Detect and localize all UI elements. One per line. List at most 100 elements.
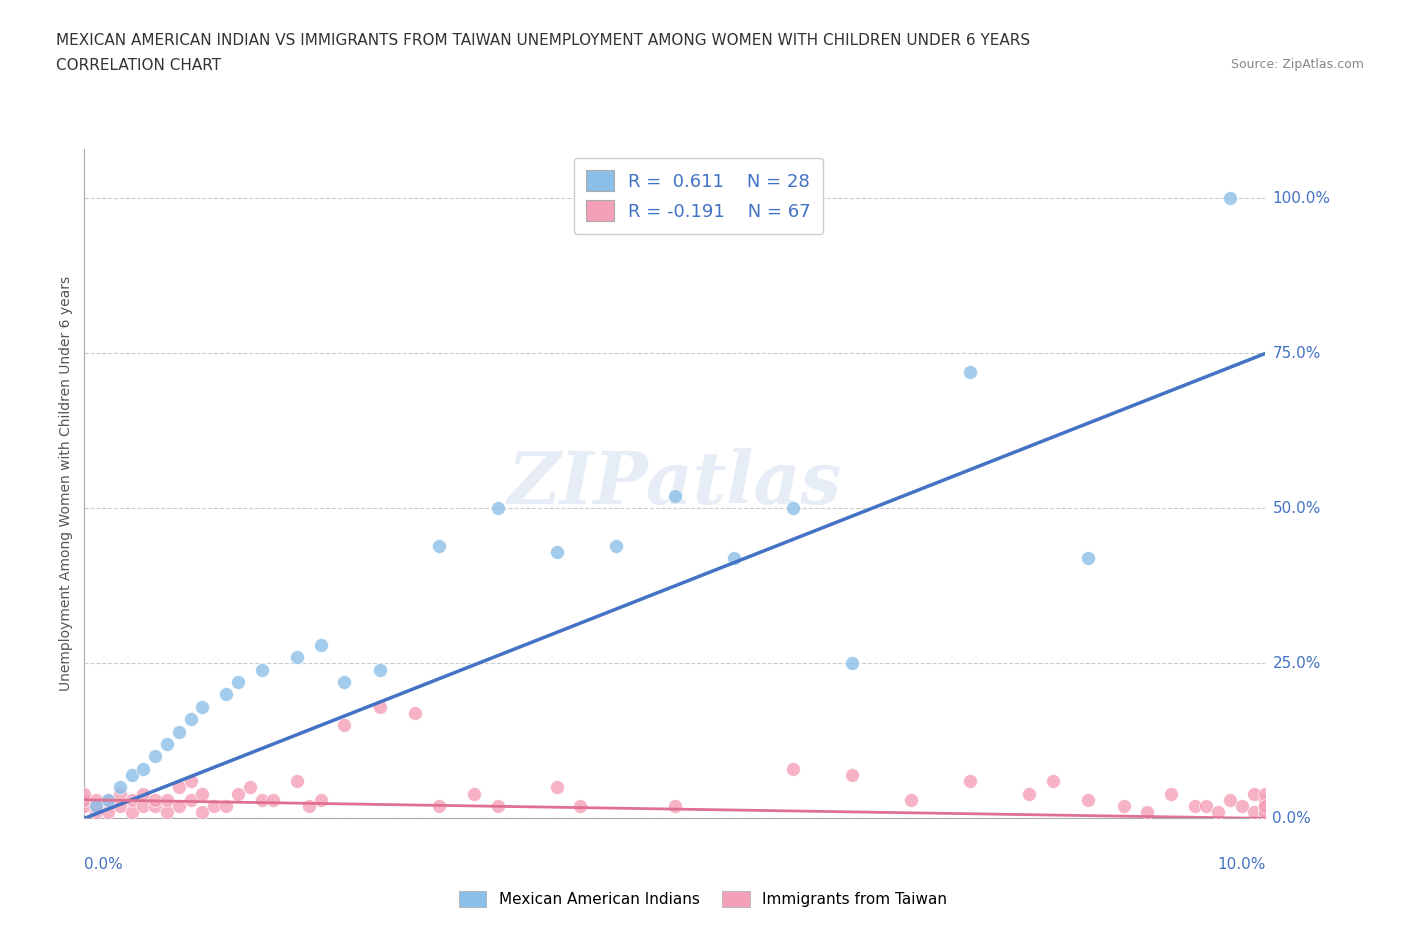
Point: [180, 774, 202, 789]
Point: [1243, 804, 1265, 819]
Point: [285, 774, 308, 789]
Point: [132, 786, 155, 801]
Y-axis label: Unemployment Among Women with Children Under 6 years: Unemployment Among Women with Children U…: [59, 276, 73, 691]
Point: [167, 799, 190, 814]
Point: [167, 780, 190, 795]
Point: [143, 749, 166, 764]
Point: [782, 501, 804, 516]
Point: [309, 792, 332, 807]
Point: [664, 488, 686, 503]
Point: [143, 792, 166, 807]
Point: [1160, 786, 1182, 801]
Point: [73, 799, 96, 814]
Point: [97, 792, 120, 807]
Text: 0.0%: 0.0%: [84, 857, 124, 872]
Text: 10.0%: 10.0%: [1218, 857, 1265, 872]
Text: ZIPatlas: ZIPatlas: [508, 448, 842, 519]
Point: [1018, 786, 1040, 801]
Text: 100.0%: 100.0%: [1272, 191, 1330, 206]
Legend: Mexican American Indians, Immigrants from Taiwan: Mexican American Indians, Immigrants fro…: [453, 884, 953, 913]
Point: [156, 737, 179, 751]
Point: [121, 804, 143, 819]
Text: Source: ZipAtlas.com: Source: ZipAtlas.com: [1230, 58, 1364, 71]
Point: [191, 786, 214, 801]
Point: [108, 780, 131, 795]
Point: [262, 792, 284, 807]
Point: [121, 767, 143, 782]
Point: [664, 799, 686, 814]
Text: 75.0%: 75.0%: [1272, 346, 1320, 361]
Point: [1184, 799, 1206, 814]
Point: [1077, 551, 1099, 565]
Point: [1254, 804, 1277, 819]
Point: [333, 718, 356, 733]
Point: [1254, 786, 1277, 801]
Text: MEXICAN AMERICAN INDIAN VS IMMIGRANTS FROM TAIWAN UNEMPLOYMENT AMONG WOMEN WITH : MEXICAN AMERICAN INDIAN VS IMMIGRANTS FR…: [56, 33, 1031, 47]
Point: [1230, 799, 1253, 814]
Point: [180, 792, 202, 807]
Point: [959, 365, 981, 379]
Point: [1254, 792, 1277, 807]
Point: [1195, 799, 1218, 814]
Point: [180, 711, 202, 726]
Point: [132, 799, 155, 814]
Point: [73, 792, 96, 807]
Point: [1077, 792, 1099, 807]
Point: [1042, 774, 1064, 789]
Point: [191, 804, 214, 819]
Point: [569, 799, 592, 814]
Point: [427, 538, 450, 553]
Point: [1254, 799, 1277, 814]
Point: [486, 799, 509, 814]
Point: [1254, 804, 1277, 819]
Point: [121, 792, 143, 807]
Point: [108, 799, 131, 814]
Point: [239, 780, 262, 795]
Point: [333, 674, 356, 689]
Point: [84, 804, 107, 819]
Point: [1112, 799, 1135, 814]
Point: [156, 792, 179, 807]
Point: [226, 674, 249, 689]
Point: [1254, 804, 1277, 819]
Text: 0.0%: 0.0%: [1272, 811, 1312, 826]
Point: [156, 804, 179, 819]
Point: [723, 551, 745, 565]
Point: [97, 792, 120, 807]
Point: [1136, 804, 1159, 819]
Point: [368, 662, 391, 677]
Point: [73, 786, 96, 801]
Text: 25.0%: 25.0%: [1272, 656, 1320, 671]
Point: [84, 792, 107, 807]
Point: [191, 699, 214, 714]
Point: [309, 637, 332, 652]
Point: [463, 786, 485, 801]
Point: [404, 706, 426, 721]
Point: [202, 799, 225, 814]
Point: [215, 799, 238, 814]
Point: [250, 792, 273, 807]
Point: [1219, 191, 1241, 206]
Text: CORRELATION CHART: CORRELATION CHART: [56, 58, 221, 73]
Point: [167, 724, 190, 739]
Point: [250, 662, 273, 677]
Point: [97, 804, 120, 819]
Point: [215, 687, 238, 702]
Point: [1254, 799, 1277, 814]
Legend: R =  0.611    N = 28, R = -0.191    N = 67: R = 0.611 N = 28, R = -0.191 N = 67: [574, 158, 824, 233]
Point: [84, 799, 107, 814]
Point: [132, 762, 155, 777]
Point: [959, 774, 981, 789]
Point: [605, 538, 627, 553]
Point: [108, 786, 131, 801]
Point: [546, 544, 568, 559]
Point: [486, 501, 509, 516]
Point: [782, 762, 804, 777]
Point: [84, 799, 107, 814]
Point: [143, 799, 166, 814]
Point: [841, 656, 863, 671]
Point: [298, 799, 321, 814]
Point: [546, 780, 568, 795]
Point: [226, 786, 249, 801]
Point: [900, 792, 922, 807]
